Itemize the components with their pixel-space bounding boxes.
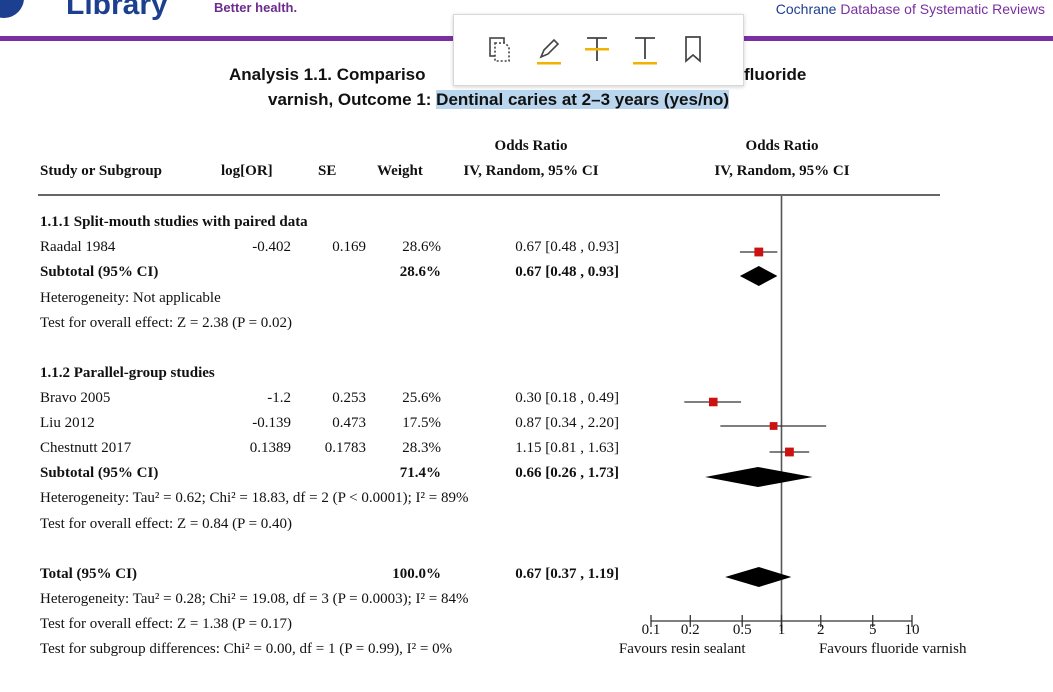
journal-name[interactable]: Cochrane Database of Systematic Reviews [776,1,1045,17]
x-tick-label: 2 [817,622,825,638]
favours-left-label: Favours resin sealant [619,641,746,657]
study-se: 0.473 [332,415,366,431]
highlight-pen-icon[interactable] [534,33,564,67]
study-ci: 1.15 [0.81 , 1.63] [515,440,619,456]
subtotal-ci: 0.66 [0.26 , 1.73] [515,465,619,481]
total-ci: 0.67 [0.37 , 1.19] [515,566,619,582]
study-name: Raadal 1984 [40,239,116,255]
title-line1-b: fluoride [744,65,807,84]
study-ci: 0.87 [0.34 , 2.20] [515,415,619,431]
study-marker [785,447,794,457]
bookmark-icon[interactable] [678,33,708,67]
study-weight: 17.5% [402,415,441,431]
title-line1-a: Analysis 1.1. Compariso [229,65,426,84]
study-logor: -0.139 [252,415,291,431]
x-tick-label: 0.5 [733,622,752,638]
favours-right-label: Favours fluoride varnish [819,641,967,657]
study-marker [708,397,718,407]
library-logo-text[interactable]: Library [66,0,168,21]
study-logor: 0.1389 [249,440,291,456]
subtotal-label: Subtotal (95% CI) [40,264,159,280]
total-label: Total (95% CI) [40,566,137,582]
study-marker [769,422,778,430]
study-se: 0.169 [332,239,366,255]
col-weight: Weight [377,163,423,179]
study-weight: 28.3% [402,440,441,456]
group-heading: 1.1.2 Parallel-group studies [40,365,215,381]
col-logor: log[OR] [221,163,273,179]
x-tick-label: 10 [905,622,920,638]
x-tick-label: 0.2 [681,622,700,638]
study-name: Bravo 2005 [40,390,111,406]
col-se: SE [318,163,337,179]
study-name: Chestnutt 2017 [40,440,132,456]
study-weight: 25.6% [402,390,441,406]
copy-icon[interactable] [486,33,516,67]
overall-effect-text: Test for overall effect: Z = 2.38 (P = 0… [40,315,293,331]
heterogeneity-text: Heterogeneity: Tau² = 0.62; Chi² = 18.83… [40,490,469,506]
subtotal-ci: 0.67 [0.48 , 0.93] [515,264,619,280]
total-heterogeneity: Heterogeneity: Tau² = 0.28; Chi² = 19.08… [40,591,469,607]
annotation-toolbar [453,14,744,86]
strikethrough-icon[interactable] [582,33,612,67]
study-marker [754,247,764,257]
header-rule [38,194,940,196]
total-overall-effect: Test for overall effect: Z = 1.38 (P = 0… [40,616,293,632]
summary-diamond [725,567,792,587]
title-line2: varnish, Outcome 1: Dentinal caries at 2… [268,87,730,112]
x-tick-label: 5 [869,622,877,638]
total-weight: 100.0% [392,566,441,582]
subtotal-weight: 28.6% [399,264,441,280]
subtotal-label: Subtotal (95% CI) [40,465,159,481]
study-ci: 0.30 [0.18 , 0.49] [515,390,619,406]
x-tick-label: 0.1 [642,622,661,638]
plot-header-sub: IV, Random, 95% CI [714,163,850,179]
subtotal-weight: 71.4% [399,465,441,481]
underline-icon[interactable] [630,33,660,67]
group-heading: 1.1.1 Split-mouth studies with paired da… [40,214,308,230]
study-ci: 0.67 [0.48 , 0.93] [515,239,619,255]
summary-diamond [705,467,813,487]
title-line2-a: varnish, Outcome 1: [268,90,437,109]
subgroup-differences: Test for subgroup differences: Chi² = 0.… [40,641,453,657]
study-se: 0.1783 [324,440,366,456]
study-weight: 28.6% [402,239,441,255]
plot-header-top: Odds Ratio [745,138,819,154]
selected-text[interactable]: Dentinal caries at 2–3 years (yes/no) [436,90,730,109]
summary-diamond [739,266,778,286]
journal-rest: Database of Systematic Reviews [836,1,1045,17]
journal-prefix: Cochrane [775,1,837,17]
col-or-sub: IV, Random, 95% CI [463,163,599,179]
col-study: Study or Subgroup [40,163,163,179]
x-tick-label: 1 [778,622,786,638]
study-logor: -1.2 [267,390,291,406]
site-header: Library Better health. Cochrane Database… [0,0,1053,44]
col-or-top: Odds Ratio [494,138,568,154]
overall-effect-text: Test for overall effect: Z = 0.84 (P = 0… [40,516,293,532]
study-logor: -0.402 [252,239,291,255]
study-name: Liu 2012 [40,415,95,431]
tagline: Better health. [214,0,298,15]
study-se: 0.253 [332,390,366,406]
heterogeneity-text: Heterogeneity: Not applicable [40,290,221,306]
